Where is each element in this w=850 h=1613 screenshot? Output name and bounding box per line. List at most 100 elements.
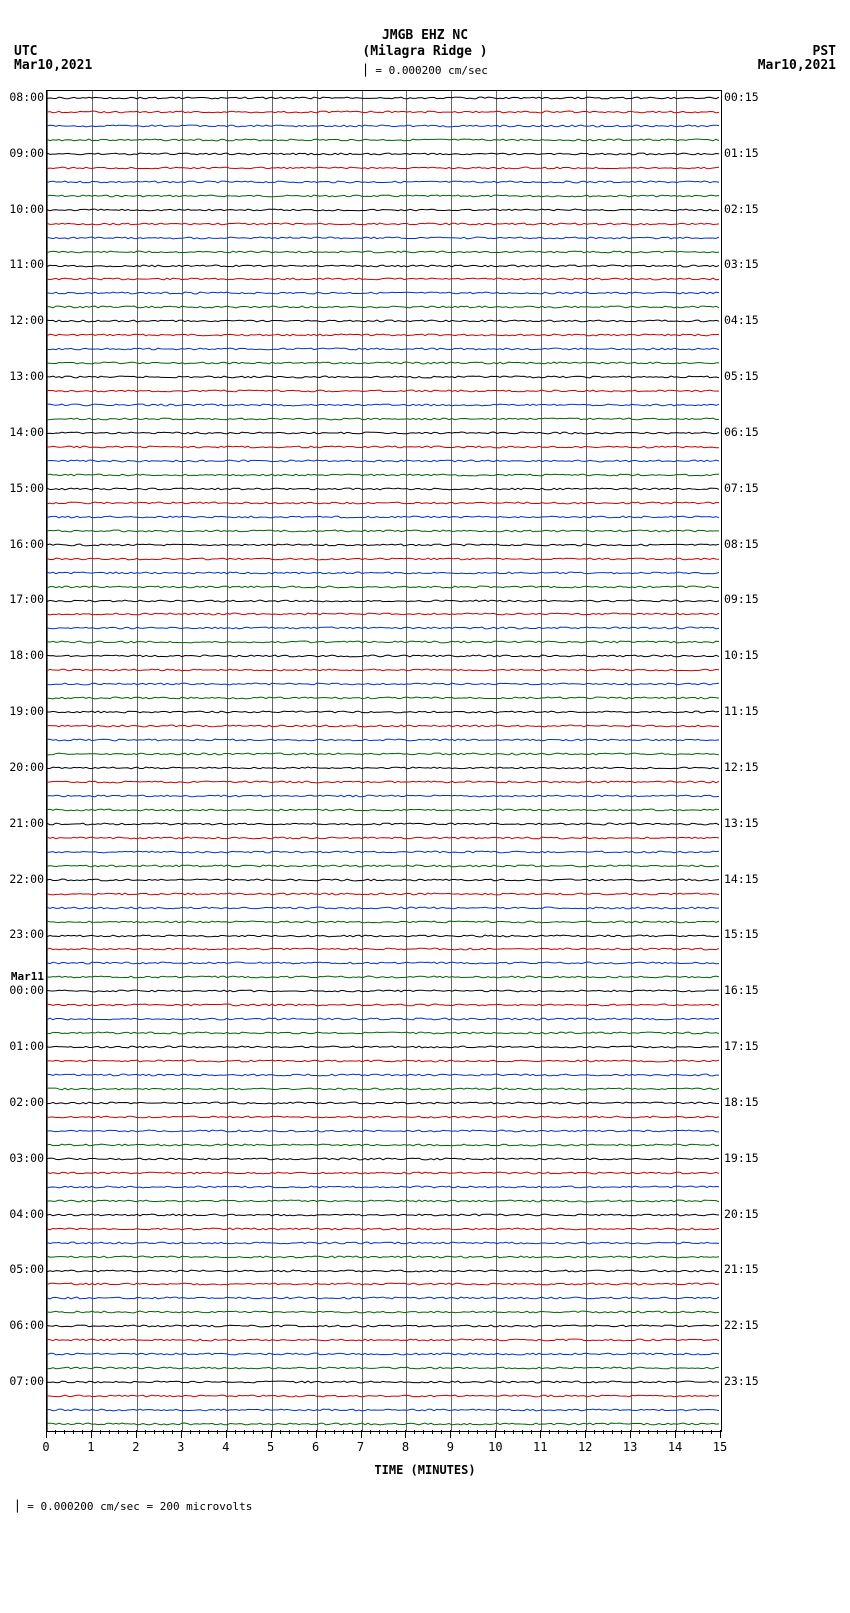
x-minor-tick [145,1430,146,1434]
x-minor-tick [603,1430,604,1434]
pst-hour-label: 02:15 [724,202,766,216]
x-major-tick [540,1430,541,1438]
utc-hour-label: 01:00 [2,1039,44,1053]
x-major-tick [495,1430,496,1438]
plot-area [46,90,722,1432]
grid-vline [721,91,722,1431]
x-minor-tick [253,1430,254,1434]
x-major-tick [720,1430,721,1438]
utc-hour-label: 05:00 [2,1262,44,1276]
x-minor-tick [244,1430,245,1434]
x-major-tick [450,1430,451,1438]
x-major-tick [405,1430,406,1438]
pst-hour-label: 23:15 [724,1374,766,1388]
x-tick-label: 10 [488,1440,502,1454]
x-minor-tick [468,1430,469,1434]
x-minor-tick [154,1430,155,1434]
x-minor-tick [432,1430,433,1434]
right-date: Mar10,2021 [758,58,836,73]
utc-hour-label: 03:00 [2,1151,44,1165]
pst-hour-label: 03:15 [724,257,766,271]
x-minor-tick [639,1430,640,1434]
right-timezone: PST [813,44,836,59]
x-tick-label: 8 [402,1440,409,1454]
pst-hour-label: 04:15 [724,313,766,327]
x-minor-tick [684,1430,685,1434]
x-minor-tick [702,1430,703,1434]
utc-hour-label: 18:00 [2,648,44,662]
utc-hour-label: 06:00 [2,1318,44,1332]
x-minor-tick [73,1430,74,1434]
x-minor-tick [235,1430,236,1434]
x-minor-tick [190,1430,191,1434]
x-minor-tick [199,1430,200,1434]
x-major-tick [226,1430,227,1438]
left-date: Mar10,2021 [14,58,92,73]
pst-hour-label: 14:15 [724,872,766,886]
pst-hour-label: 06:15 [724,425,766,439]
x-minor-tick [289,1430,290,1434]
x-major-tick [361,1430,362,1438]
x-minor-tick [522,1430,523,1434]
pst-hour-label: 11:15 [724,704,766,718]
x-minor-tick [64,1430,65,1434]
utc-hour-label: 15:00 [2,481,44,495]
x-minor-tick [396,1430,397,1434]
x-minor-tick [370,1430,371,1434]
pst-hour-label: 01:15 [724,146,766,160]
x-minor-tick [379,1430,380,1434]
pst-hour-label: 16:15 [724,983,766,997]
station-name: (Milagra Ridge ) [0,44,850,59]
x-minor-tick [100,1430,101,1434]
x-minor-tick [567,1430,568,1434]
x-minor-tick [459,1430,460,1434]
utc-hour-label: 11:00 [2,257,44,271]
x-minor-tick [280,1430,281,1434]
utc-hour-label: 04:00 [2,1207,44,1221]
pst-hour-label: 21:15 [724,1262,766,1276]
utc-hour-label: 13:00 [2,369,44,383]
pst-hour-label: 13:15 [724,816,766,830]
x-minor-tick [387,1430,388,1434]
utc-hour-label: 21:00 [2,816,44,830]
x-minor-tick [486,1430,487,1434]
utc-hour-label: 20:00 [2,760,44,774]
x-minor-tick [325,1430,326,1434]
scale-legend: ⎮ = 0.000200 cm/sec [0,64,850,77]
x-minor-tick [477,1430,478,1434]
x-minor-tick [549,1430,550,1434]
x-minor-tick [172,1430,173,1434]
x-minor-tick [82,1430,83,1434]
pst-hour-label: 19:15 [724,1151,766,1165]
x-minor-tick [352,1430,353,1434]
x-minor-tick [648,1430,649,1434]
pst-hour-label: 17:15 [724,1039,766,1053]
utc-hour-label: 12:00 [2,313,44,327]
x-tick-label: 5 [267,1440,274,1454]
x-major-tick [46,1430,47,1438]
x-major-tick [181,1430,182,1438]
seismogram-page: JMGB EHZ NC (Milagra Ridge ) ⎮ = 0.00020… [0,0,850,1613]
pst-hour-label: 22:15 [724,1318,766,1332]
utc-hour-label: 08:00 [2,90,44,104]
x-minor-tick [298,1430,299,1434]
x-tick-label: 4 [222,1440,229,1454]
pst-hour-label: 12:15 [724,760,766,774]
x-minor-tick [711,1430,712,1434]
x-tick-label: 1 [87,1440,94,1454]
x-minor-tick [513,1430,514,1434]
pst-hour-label: 15:15 [724,927,766,941]
pst-hour-label: 00:15 [724,90,766,104]
x-tick-label: 0 [42,1440,49,1454]
x-minor-tick [576,1430,577,1434]
x-tick-label: 14 [668,1440,682,1454]
x-minor-tick [307,1430,308,1434]
utc-hour-label: 23:00 [2,927,44,941]
x-minor-tick [594,1430,595,1434]
x-minor-tick [441,1430,442,1434]
x-minor-tick [693,1430,694,1434]
utc-hour-label: 14:00 [2,425,44,439]
pst-hour-label: 08:15 [724,537,766,551]
x-tick-label: 13 [623,1440,637,1454]
x-minor-tick [127,1430,128,1434]
